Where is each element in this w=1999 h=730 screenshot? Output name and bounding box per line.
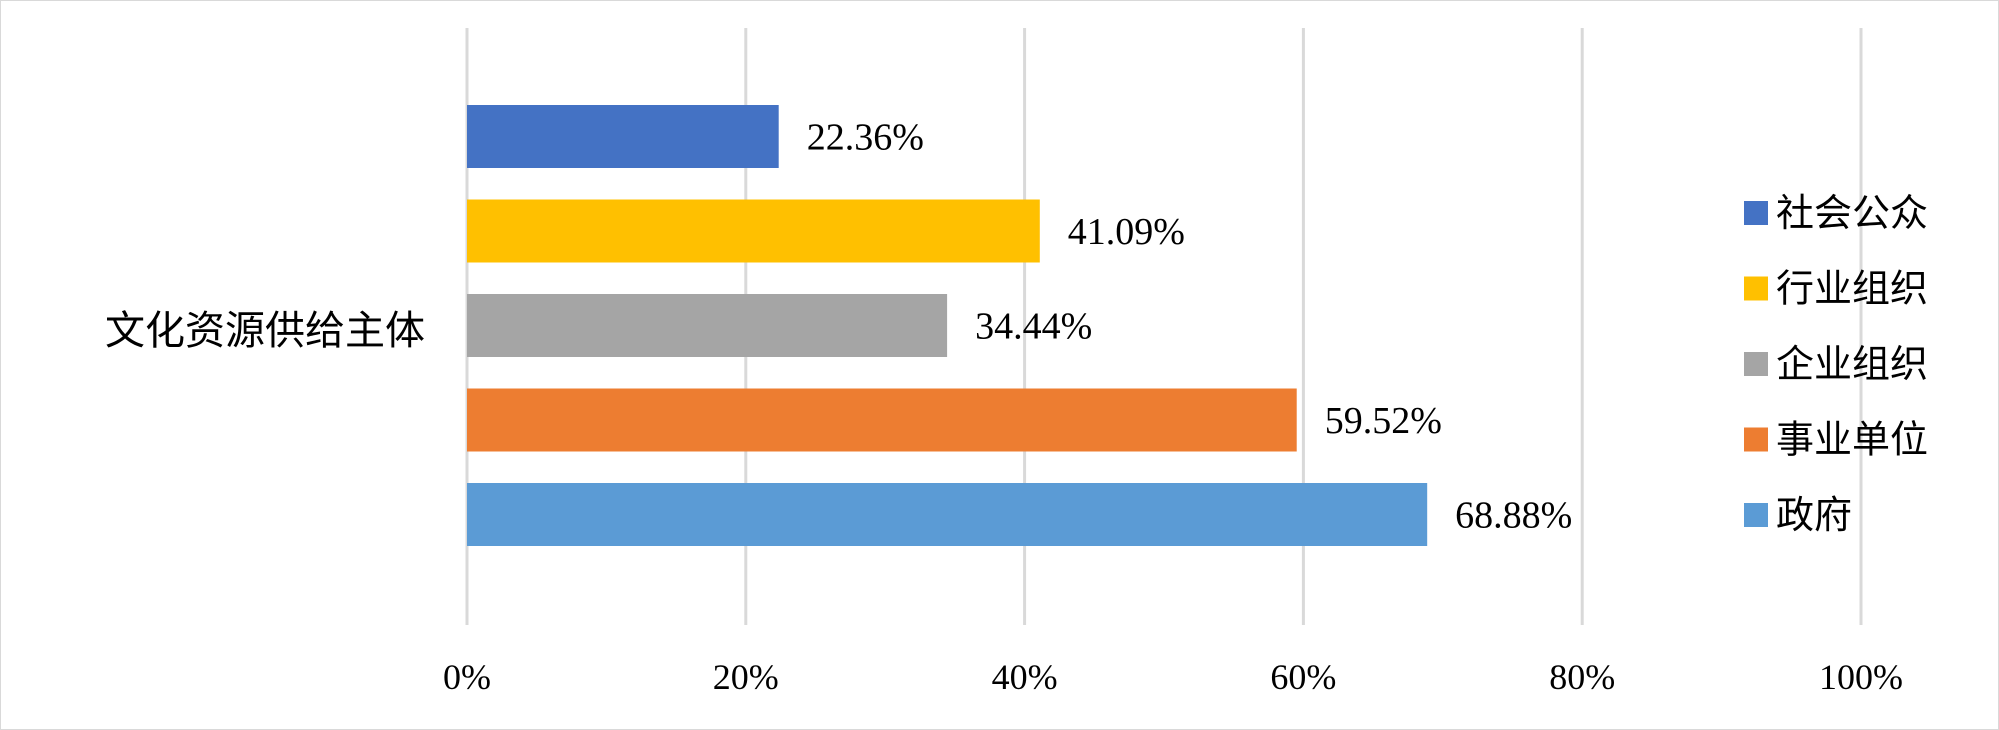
x-tick-label: 0% — [443, 657, 491, 697]
data-labels: 22.36% 41.09% 34.44% 59.52% 68.88% — [807, 117, 1573, 537]
data-label: 59.52% — [1325, 400, 1442, 442]
x-tick-label: 100% — [1819, 657, 1903, 697]
legend-swatch — [1744, 201, 1768, 225]
x-tick-label: 40% — [992, 657, 1058, 697]
legend-label: 行业组织 — [1776, 267, 1928, 311]
legend-label: 事业单位 — [1776, 418, 1928, 462]
x-axis: 0% 20% 40% 60% 80% 100% — [443, 657, 1903, 697]
bar-3 — [467, 388, 1297, 452]
legend-label: 政府 — [1776, 493, 1852, 537]
bar-2 — [467, 294, 948, 357]
legend-label: 社会公众 — [1776, 191, 1928, 235]
legend-swatch — [1744, 276, 1768, 301]
legend-label: 企业组织 — [1776, 342, 1928, 386]
data-label: 34.44% — [975, 306, 1092, 348]
data-label: 68.88% — [1455, 495, 1572, 537]
bars — [467, 105, 1428, 546]
bar-1 — [467, 199, 1040, 263]
legend-swatch — [1744, 427, 1768, 452]
x-tick-label: 60% — [1270, 657, 1336, 697]
legend-swatch — [1744, 352, 1768, 376]
bar-4 — [467, 483, 1428, 546]
x-tick-label: 80% — [1549, 657, 1615, 697]
data-label: 22.36% — [807, 117, 924, 159]
x-tick-label: 20% — [713, 657, 779, 697]
legend-swatch — [1744, 503, 1768, 527]
category-label: 文化资源供给主体 — [105, 308, 425, 354]
bar-0 — [467, 105, 779, 168]
data-label: 41.09% — [1068, 211, 1185, 253]
